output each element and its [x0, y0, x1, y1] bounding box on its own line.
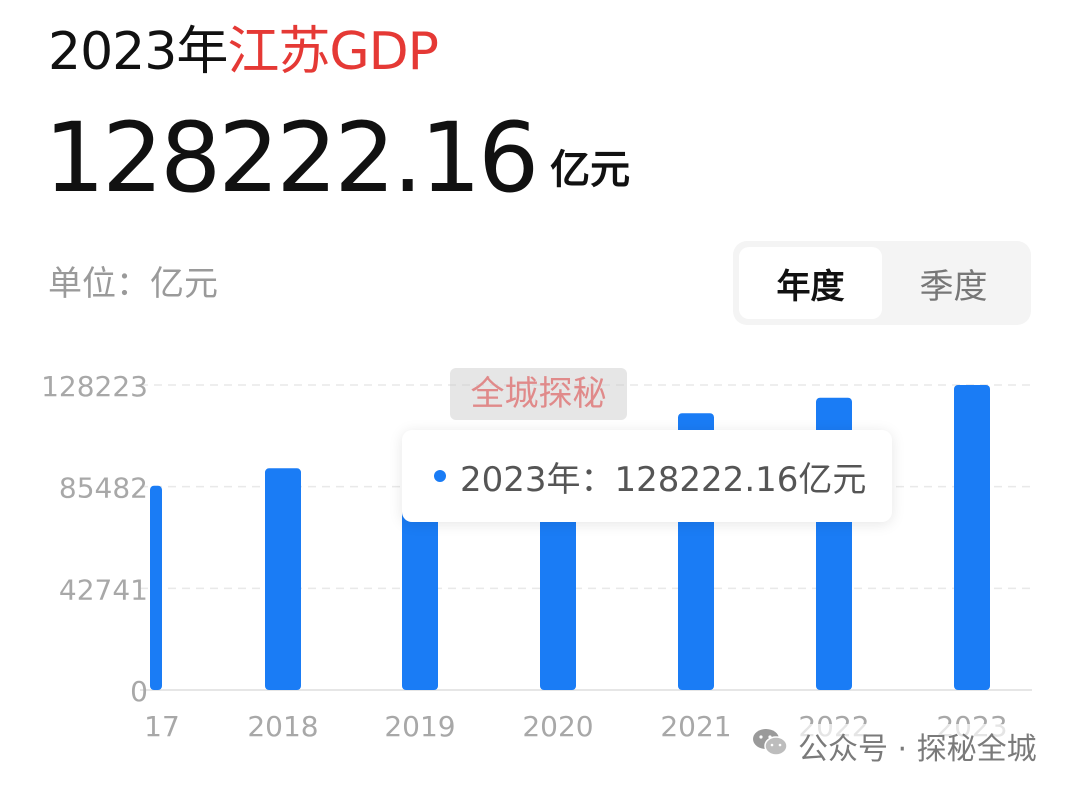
x-tick-label: 2021: [660, 710, 731, 740]
bar-17: [150, 485, 162, 690]
tooltip-text: 2023年：128222.16亿元: [460, 459, 867, 500]
title-region: 江苏GDP: [227, 22, 439, 82]
period-toggle: 年度 季度: [733, 241, 1031, 325]
headline-value: 128222.16 亿元: [44, 108, 630, 208]
footer-credit: 公众号 · 探秘全城: [752, 724, 1037, 768]
x-tick-label: 2020: [522, 710, 593, 740]
tab-quarterly[interactable]: 季度: [919, 266, 988, 307]
wechat-icon: [752, 727, 788, 765]
footer-text: 公众号 · 探秘全城: [798, 732, 1037, 767]
bar-2023: [954, 385, 990, 690]
y-tick-label: 128223: [41, 370, 148, 403]
y-tick-label: 0: [130, 675, 148, 708]
gdp-unit: 亿元: [550, 147, 631, 193]
bar-2018: [265, 468, 301, 690]
x-tick-label: 2019: [384, 710, 455, 740]
tooltip-series-dot: [434, 470, 446, 482]
x-tick-label: 2018: [247, 710, 318, 740]
title-year: 2023年: [48, 22, 228, 82]
y-tick-label: 42741: [59, 573, 148, 606]
chart-tooltip: 2023年：128222.16亿元: [402, 430, 892, 522]
tab-annual[interactable]: 年度: [739, 247, 882, 319]
x-tick-label: 17: [144, 710, 180, 740]
y-tick-label: 85482: [59, 472, 148, 505]
page-title: 2023年江苏GDP: [48, 20, 439, 84]
gdp-value: 128222.16: [44, 102, 539, 214]
unit-label: 单位：亿元: [48, 264, 218, 304]
watermark: 全城探秘: [450, 368, 627, 420]
